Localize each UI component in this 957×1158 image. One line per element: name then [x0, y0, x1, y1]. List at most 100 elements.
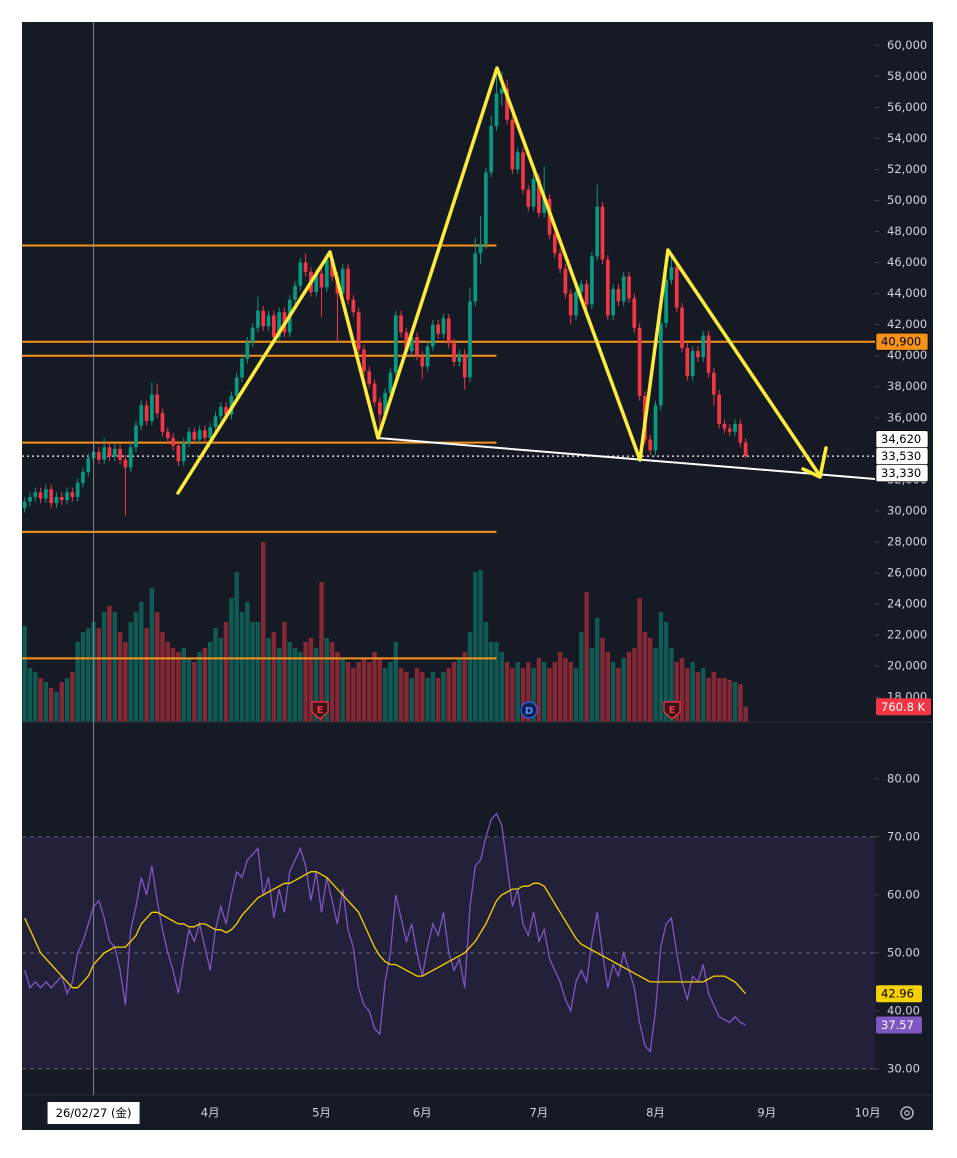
y-tick-label: 22,000: [887, 628, 927, 642]
candle-body: [234, 377, 239, 397]
candle-body: [499, 88, 504, 94]
candle-body: [372, 383, 377, 403]
candle-body: [97, 451, 101, 460]
gear-inner[interactable]: [904, 1110, 910, 1116]
candle-body: [176, 445, 181, 462]
price-marker-label: 33,530: [881, 449, 921, 463]
arrow-head: [801, 446, 828, 479]
candle-body: [377, 402, 382, 415]
candle-body: [351, 299, 356, 313]
candle-body: [489, 125, 494, 173]
volume-bar: [727, 680, 732, 722]
volume-bar: [245, 602, 250, 722]
rsi-marker: [876, 1016, 922, 1034]
volume-bar: [192, 662, 197, 722]
volume-bar: [526, 662, 531, 722]
rsi-marker-label: 42.96: [881, 987, 914, 1001]
candle-body: [28, 496, 32, 502]
candle-body: [420, 355, 425, 367]
candle-body: [330, 259, 334, 277]
volume-bar: [557, 652, 563, 722]
volume-bar: [33, 672, 38, 722]
axis-layer: 18,00020,00022,00024,00026,00028,00030,0…: [47, 22, 931, 1124]
volume-bar: [303, 642, 308, 722]
volume-bar: [80, 632, 86, 722]
volume-bar: [213, 628, 218, 722]
y-tick-label: 54,000: [887, 131, 927, 145]
volume-bar: [531, 668, 536, 722]
volume-bar: [616, 668, 621, 722]
volume-bar: [642, 632, 648, 722]
candle-body: [181, 442, 186, 462]
volume-bar: [266, 638, 271, 722]
volume-bar: [107, 606, 112, 722]
volume-bar: [685, 668, 690, 722]
candle-body: [208, 427, 213, 438]
candle-body: [367, 371, 372, 384]
price-marker-label: 40,900: [881, 335, 921, 349]
volume-bar: [250, 622, 255, 722]
volume-bar: [139, 602, 144, 722]
volume-bar: [170, 648, 176, 722]
volume-bar: [690, 662, 695, 722]
event-badges: E D E: [311, 701, 681, 720]
volume-marker-label: 760.8 K: [881, 700, 926, 714]
candle-body: [59, 496, 64, 501]
rsi-marker: [876, 985, 922, 1003]
candle-body: [494, 93, 499, 126]
candle-body: [711, 372, 716, 395]
volume-bar: [319, 582, 324, 722]
volume-bar: [706, 678, 711, 722]
y-tick-label: 20,000: [887, 659, 927, 673]
candle-body: [250, 327, 255, 342]
candle-body: [256, 310, 260, 328]
volume-bar: [282, 622, 287, 722]
candle-body: [526, 189, 531, 207]
candle-body: [441, 318, 446, 334]
candle-body: [298, 262, 303, 286]
candle-body: [404, 332, 409, 352]
level-layer: [22, 244, 875, 660]
x-tick-label: 5月: [312, 1106, 331, 1120]
candle-body: [165, 431, 170, 438]
candle-body: [213, 416, 218, 428]
volume-bar: [430, 672, 436, 722]
candle-body: [436, 324, 441, 334]
candle-body: [621, 276, 626, 302]
settings-icon[interactable]: [900, 1106, 914, 1120]
candle-body: [664, 279, 668, 324]
volume-bar: [600, 638, 605, 722]
earnings-badge[interactable]: [311, 701, 329, 720]
candle-body: [240, 358, 244, 378]
candle-body: [303, 262, 308, 272]
candle-body: [362, 349, 366, 372]
candle-body: [579, 284, 584, 293]
candle-body: [595, 206, 600, 257]
price-marker-label: 33,330: [881, 466, 921, 480]
candle-body: [558, 253, 562, 269]
rsi-layer: [24, 812, 747, 1053]
price-marker: [875, 332, 929, 351]
volume-bar: [520, 668, 526, 722]
y-tick-label: 40,000: [887, 348, 927, 362]
candle-body: [669, 267, 674, 280]
candle-body: [203, 430, 207, 438]
candle-body: [733, 423, 737, 432]
volume-bar: [308, 638, 314, 722]
volume-bar: [75, 642, 80, 722]
candle-body: [521, 152, 525, 190]
volume-bar: [738, 684, 743, 722]
volume-bar: [409, 678, 414, 722]
candle-body: [674, 267, 679, 308]
candle-body: [388, 372, 393, 393]
x-tick-label: 6月: [413, 1106, 432, 1120]
earnings-badge[interactable]: [663, 701, 681, 720]
candle-body: [568, 293, 573, 316]
gear-outer[interactable]: [900, 1106, 914, 1120]
volume-bar: [552, 662, 558, 722]
candle-body: [531, 178, 536, 207]
dividend-badge[interactable]: [520, 701, 538, 719]
candle-body: [70, 492, 75, 497]
candle-body: [510, 119, 515, 170]
crosshair-label-box: [47, 1102, 140, 1124]
